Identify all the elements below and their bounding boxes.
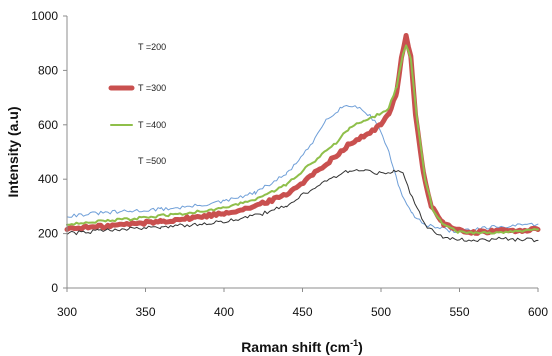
x-tick-label: 400 xyxy=(214,305,234,319)
legend-label-t-200: T =200 xyxy=(138,42,166,52)
x-tick-label: 450 xyxy=(292,305,312,319)
legend-label-t-400: T =400 xyxy=(138,120,166,130)
legend: T =200 T =300 T =400 T =500 xyxy=(108,42,166,166)
x-tick-label: 300 xyxy=(57,305,77,319)
x-tick-label: 600 xyxy=(528,305,548,319)
y-tick-label: 200 xyxy=(38,227,58,241)
x-axis-title: Raman shift (cm-1) xyxy=(241,338,363,355)
x-tick-label: 350 xyxy=(135,305,155,319)
x-tick-labels: 300 350 400 450 500 550 600 xyxy=(57,305,548,319)
legend-label-t-500: T =500 xyxy=(138,156,166,166)
x-tick-label: 500 xyxy=(371,305,391,319)
series-line-t-500 xyxy=(66,169,539,243)
plot-area xyxy=(64,33,541,243)
series-line-t-400 xyxy=(66,44,539,235)
x-axis-title-sup: -1 xyxy=(350,338,358,348)
y-tick-labels: 0 200 400 600 800 1000 xyxy=(31,9,58,295)
y-tick-label: 600 xyxy=(38,118,58,132)
y-tick-label: 800 xyxy=(38,63,58,77)
legend-label-t-300: T =300 xyxy=(138,83,166,93)
y-tick-label: 400 xyxy=(38,172,58,186)
series-line-t-300 xyxy=(64,33,541,236)
x-axis-title-main: Raman shift (cm xyxy=(241,339,350,355)
y-axis-title: Intensity (a.u) xyxy=(5,106,21,197)
y-tick-label: 1000 xyxy=(31,9,58,23)
y-tick-label: 0 xyxy=(51,281,58,295)
x-axis-title-end: ) xyxy=(358,339,363,355)
x-tick-label: 550 xyxy=(449,305,469,319)
axes xyxy=(63,15,539,292)
